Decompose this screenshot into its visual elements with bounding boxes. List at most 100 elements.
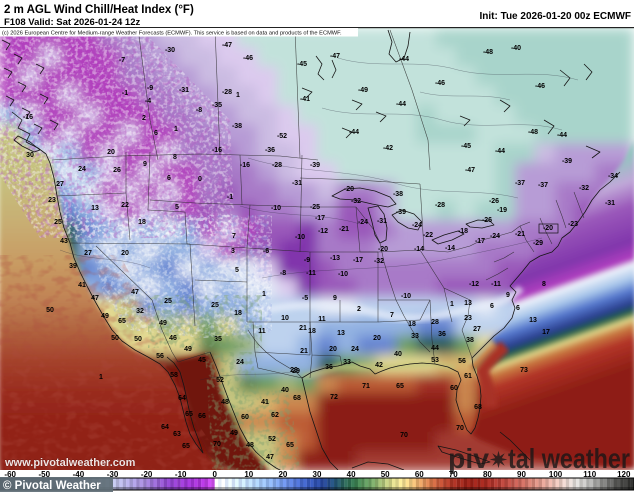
svg-text:13: 13 xyxy=(464,300,472,307)
svg-text:27: 27 xyxy=(84,250,92,257)
svg-text:F108 Valid: Sat 2026-01-24 12z: F108 Valid: Sat 2026-01-24 12z xyxy=(4,17,140,28)
svg-text:-45: -45 xyxy=(461,143,471,150)
svg-text:-36: -36 xyxy=(265,147,275,154)
svg-text:65: 65 xyxy=(118,318,126,325)
svg-text:47: 47 xyxy=(266,454,274,461)
svg-text:-39: -39 xyxy=(396,209,406,216)
svg-text:-47: -47 xyxy=(222,42,232,49)
svg-text:-47: -47 xyxy=(465,167,475,174)
svg-text:26: 26 xyxy=(113,167,121,174)
svg-text:0: 0 xyxy=(198,176,202,183)
svg-text:-37: -37 xyxy=(515,180,525,187)
svg-text:13: 13 xyxy=(337,330,345,337)
svg-text:-20: -20 xyxy=(344,186,354,193)
svg-text:64: 64 xyxy=(161,424,169,431)
svg-text:28: 28 xyxy=(431,319,439,326)
svg-text:-38: -38 xyxy=(232,123,242,130)
svg-text:20: 20 xyxy=(107,149,115,156)
svg-text:1: 1 xyxy=(99,374,103,381)
svg-text:-46: -46 xyxy=(535,83,545,90)
svg-text:49: 49 xyxy=(159,320,167,327)
svg-text:41: 41 xyxy=(78,282,86,289)
svg-text:-20: -20 xyxy=(378,246,388,253)
svg-text:piv: piv xyxy=(448,443,489,474)
svg-text:-7: -7 xyxy=(119,57,125,64)
svg-text:-20: -20 xyxy=(141,470,153,479)
svg-text:-26: -26 xyxy=(489,198,499,205)
svg-text:-48: -48 xyxy=(483,49,493,56)
svg-text:62: 62 xyxy=(271,412,279,419)
svg-text:-32: -32 xyxy=(579,185,589,192)
svg-text:-11: -11 xyxy=(306,270,316,277)
svg-text:47: 47 xyxy=(131,289,139,296)
svg-text:20: 20 xyxy=(121,250,129,257)
svg-text:-39: -39 xyxy=(562,158,572,165)
svg-text:36: 36 xyxy=(438,331,446,338)
svg-text:-9: -9 xyxy=(304,257,310,264)
svg-text:43: 43 xyxy=(60,238,68,245)
svg-text:50: 50 xyxy=(111,335,119,342)
svg-text:1: 1 xyxy=(236,92,240,99)
svg-text:13: 13 xyxy=(91,205,99,212)
svg-text:-47: -47 xyxy=(330,53,340,60)
svg-text:8: 8 xyxy=(542,281,546,288)
svg-text:Init: Tue 2026-01-20 00z ECMWF: Init: Tue 2026-01-20 00z ECMWF xyxy=(479,11,631,22)
svg-text:2 m AGL Wind Chill/Heat Index: 2 m AGL Wind Chill/Heat Index (°F) xyxy=(4,4,194,16)
svg-text:-45: -45 xyxy=(297,61,307,68)
svg-text:-41: -41 xyxy=(300,96,310,103)
svg-text:32: 32 xyxy=(136,308,144,315)
svg-text:23: 23 xyxy=(48,197,56,204)
svg-text:24: 24 xyxy=(236,359,244,366)
svg-text:38: 38 xyxy=(466,337,474,344)
svg-text:-31: -31 xyxy=(605,200,615,207)
svg-text:-18: -18 xyxy=(458,228,468,235)
svg-text:22: 22 xyxy=(121,202,129,209)
svg-text:1: 1 xyxy=(450,301,454,308)
svg-text:-24: -24 xyxy=(412,222,422,229)
svg-text:-32: -32 xyxy=(374,258,384,265)
svg-text:-5: -5 xyxy=(302,295,308,302)
svg-text:-26: -26 xyxy=(482,217,492,224)
svg-text:-25: -25 xyxy=(310,204,320,211)
svg-text:-21: -21 xyxy=(515,231,525,238)
svg-text:33: 33 xyxy=(343,359,351,366)
svg-text:-39: -39 xyxy=(310,162,320,169)
svg-text:-44: -44 xyxy=(557,132,567,139)
svg-text:-14: -14 xyxy=(414,246,424,253)
svg-text:-48: -48 xyxy=(528,129,538,136)
svg-text:6: 6 xyxy=(490,303,494,310)
svg-text:-46: -46 xyxy=(435,80,445,87)
svg-text:-44: -44 xyxy=(349,129,359,136)
svg-text:70: 70 xyxy=(456,425,464,432)
svg-text:20: 20 xyxy=(373,335,381,342)
svg-text:66: 66 xyxy=(198,413,206,420)
svg-text:-34: -34 xyxy=(608,173,618,180)
svg-text:-17: -17 xyxy=(353,257,363,264)
svg-text:50: 50 xyxy=(134,336,142,343)
svg-text:-31: -31 xyxy=(179,87,189,94)
svg-text:-46: -46 xyxy=(243,55,253,62)
svg-text:72: 72 xyxy=(330,394,338,401)
svg-text:24: 24 xyxy=(351,346,359,353)
svg-text:-9: -9 xyxy=(147,85,153,92)
svg-text:11: 11 xyxy=(318,316,326,323)
svg-text:-16: -16 xyxy=(212,147,222,154)
svg-text:-21: -21 xyxy=(339,226,349,233)
svg-text:52: 52 xyxy=(216,377,224,384)
svg-text:-11: -11 xyxy=(491,281,501,288)
svg-text:-12: -12 xyxy=(318,228,328,235)
svg-text:9: 9 xyxy=(506,292,510,299)
svg-text:30: 30 xyxy=(26,152,34,159)
svg-text:44: 44 xyxy=(431,345,439,352)
svg-text:18: 18 xyxy=(408,321,416,328)
svg-text:2: 2 xyxy=(357,306,361,313)
svg-text:-40: -40 xyxy=(511,45,521,52)
svg-text:25: 25 xyxy=(164,298,172,305)
svg-text:53: 53 xyxy=(431,357,439,364)
svg-text:-17: -17 xyxy=(475,238,485,245)
svg-text:20: 20 xyxy=(278,470,287,479)
svg-text:1: 1 xyxy=(262,291,266,298)
svg-text:60: 60 xyxy=(450,385,458,392)
svg-text:60: 60 xyxy=(415,470,424,479)
svg-text:-22: -22 xyxy=(423,232,433,239)
